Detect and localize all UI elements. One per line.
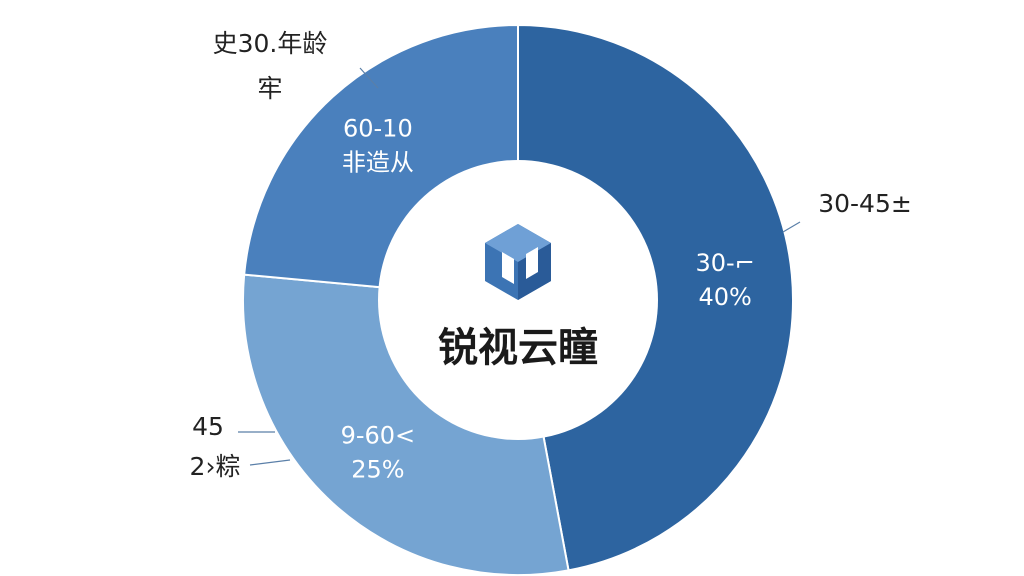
leader-line (238, 431, 291, 466)
logo (485, 224, 551, 300)
slice-label: 非造从 (342, 148, 414, 176)
slice-label: 60-10 (343, 114, 413, 142)
category-label: 30-45± (818, 189, 912, 218)
slice-label: 40% (698, 283, 751, 311)
slice-label: 9-60< (341, 422, 416, 450)
category-label: 牢 (257, 74, 282, 103)
slice-label: 25% (351, 456, 404, 484)
leader-line (359, 67, 379, 89)
center-text: 锐视云瞳 (438, 325, 598, 371)
category-label: 史30.年龄 (213, 29, 328, 58)
slice-label: 30-⌐ (695, 249, 754, 277)
leader-line (782, 221, 801, 233)
category-label: 2›粽 (190, 452, 241, 481)
category-label: 45 (192, 412, 224, 441)
